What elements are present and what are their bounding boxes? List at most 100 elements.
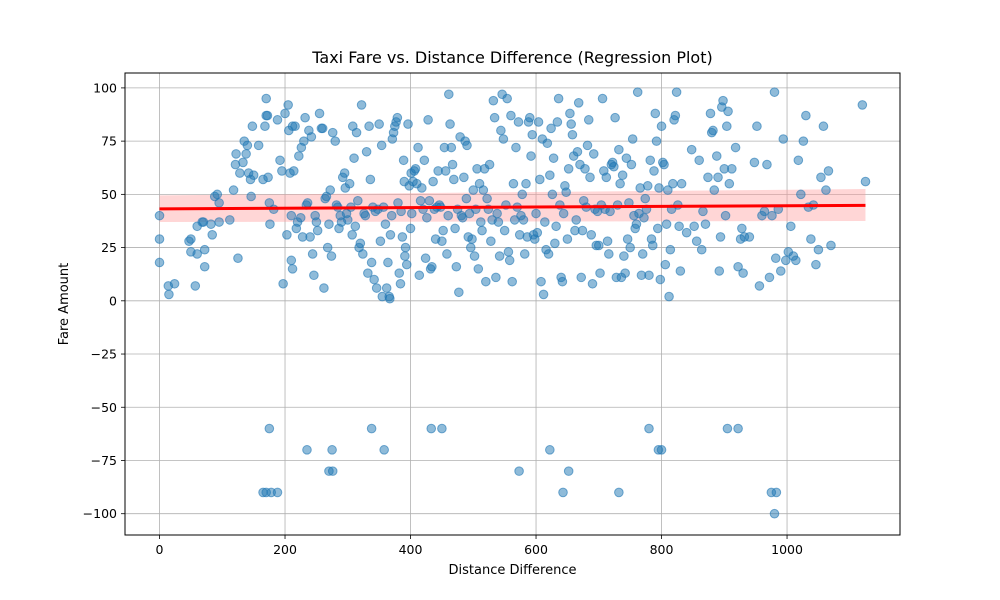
scatter-point	[275, 155, 285, 166]
scatter-point	[264, 423, 275, 434]
scatter-point	[627, 134, 638, 144]
scatter-point	[553, 93, 564, 104]
scatter-point	[588, 149, 599, 159]
scatter-point	[775, 266, 786, 276]
scatter-point	[793, 155, 804, 166]
scatter-point	[306, 132, 317, 142]
scatter-point	[260, 121, 270, 132]
scatter-point	[286, 255, 297, 266]
scatter-point	[327, 445, 337, 455]
scatter-point	[400, 242, 411, 253]
scatter-point	[504, 255, 515, 266]
scatter-point	[631, 219, 642, 229]
scatter-point	[543, 249, 554, 259]
scatter-point	[491, 272, 501, 283]
scatter-point	[403, 119, 413, 129]
scatter-point	[709, 185, 720, 195]
scatter-point	[392, 112, 403, 123]
axis-ticks: 0 200 400 600 800 1000 −100 −75 −50 −25 0 25 50 75 100	[83, 80, 803, 557]
scatter-point	[548, 153, 559, 163]
scatter-point	[511, 142, 521, 153]
scatter-point	[583, 115, 594, 125]
scatter-point	[417, 183, 427, 193]
scatter-point	[394, 268, 405, 278]
scatter-point	[818, 121, 829, 132]
scatter-point	[749, 157, 760, 168]
scatter-point	[577, 225, 588, 236]
scatter-point	[398, 155, 409, 166]
scatter-point	[778, 134, 789, 144]
y-tick-label: 100	[93, 80, 117, 95]
scatter-point	[169, 278, 180, 289]
scatter-point	[154, 234, 165, 244]
scatter-point	[462, 140, 472, 151]
scatter-point	[645, 155, 656, 166]
scatter-point	[214, 198, 224, 208]
scatter-point	[374, 119, 384, 129]
scatter-point	[302, 445, 312, 455]
scatter-point	[615, 178, 625, 189]
scatter-point	[718, 95, 728, 106]
scatter-point	[558, 487, 568, 498]
scatter-point	[502, 93, 512, 104]
scatter-point	[826, 240, 836, 251]
scatter-point	[444, 89, 454, 100]
scatter-point	[754, 281, 765, 291]
scatter-point	[665, 244, 676, 255]
y-tick-label: −25	[91, 347, 117, 362]
scatter-point	[272, 115, 283, 125]
scatter-point	[644, 423, 654, 434]
scatter-point	[449, 174, 459, 185]
scatter-point	[587, 278, 598, 289]
scatter-point	[586, 230, 597, 240]
scatter-point	[445, 119, 455, 129]
scatter-point	[798, 136, 809, 146]
scatter-point	[393, 198, 403, 208]
scatter-point	[494, 251, 505, 261]
scatter-point	[727, 164, 737, 174]
scatter-point	[190, 281, 201, 291]
y-tick-label: 75	[101, 134, 117, 149]
scatter-point	[780, 255, 791, 266]
scatter-point	[272, 487, 283, 498]
scatter-point	[353, 195, 363, 206]
scatter-point	[626, 159, 637, 170]
scatter-point	[518, 215, 529, 225]
scatter-point	[437, 423, 447, 434]
scatter-point	[730, 142, 741, 153]
scatter-point	[199, 261, 210, 272]
scatter-point	[720, 210, 731, 221]
scatter-point	[656, 445, 667, 455]
scatter-point	[675, 266, 686, 276]
scatter-point	[207, 230, 218, 240]
scatter-point	[532, 227, 543, 238]
regression-line-group	[159, 203, 866, 211]
scatter-point	[572, 146, 583, 157]
scatter-point	[473, 264, 484, 274]
scatter-point	[322, 242, 333, 253]
scatter-point	[224, 215, 235, 225]
scatter-point	[663, 185, 673, 195]
scatter-point	[386, 210, 397, 221]
scatter-point	[311, 217, 322, 227]
scatter-point	[806, 234, 816, 244]
scatter-point	[342, 215, 353, 225]
scatter-point	[413, 142, 423, 153]
scatter-point	[415, 195, 426, 206]
scatter-point	[489, 112, 500, 123]
scatter-point	[405, 223, 416, 234]
scatter-point	[446, 142, 457, 153]
scatter-point	[670, 110, 681, 121]
x-tick-label: 600	[524, 542, 548, 557]
scatter-point	[576, 272, 587, 283]
scatter-point	[385, 293, 395, 304]
scatter-point	[467, 234, 477, 244]
scatter-point	[214, 217, 224, 227]
scatter-point	[769, 87, 780, 97]
scatter-point	[447, 159, 458, 170]
scatter-point	[715, 232, 726, 242]
scatter-point	[602, 236, 613, 246]
scatter-point	[381, 283, 392, 293]
scatter-point	[651, 136, 662, 146]
scatter-point	[302, 198, 313, 208]
